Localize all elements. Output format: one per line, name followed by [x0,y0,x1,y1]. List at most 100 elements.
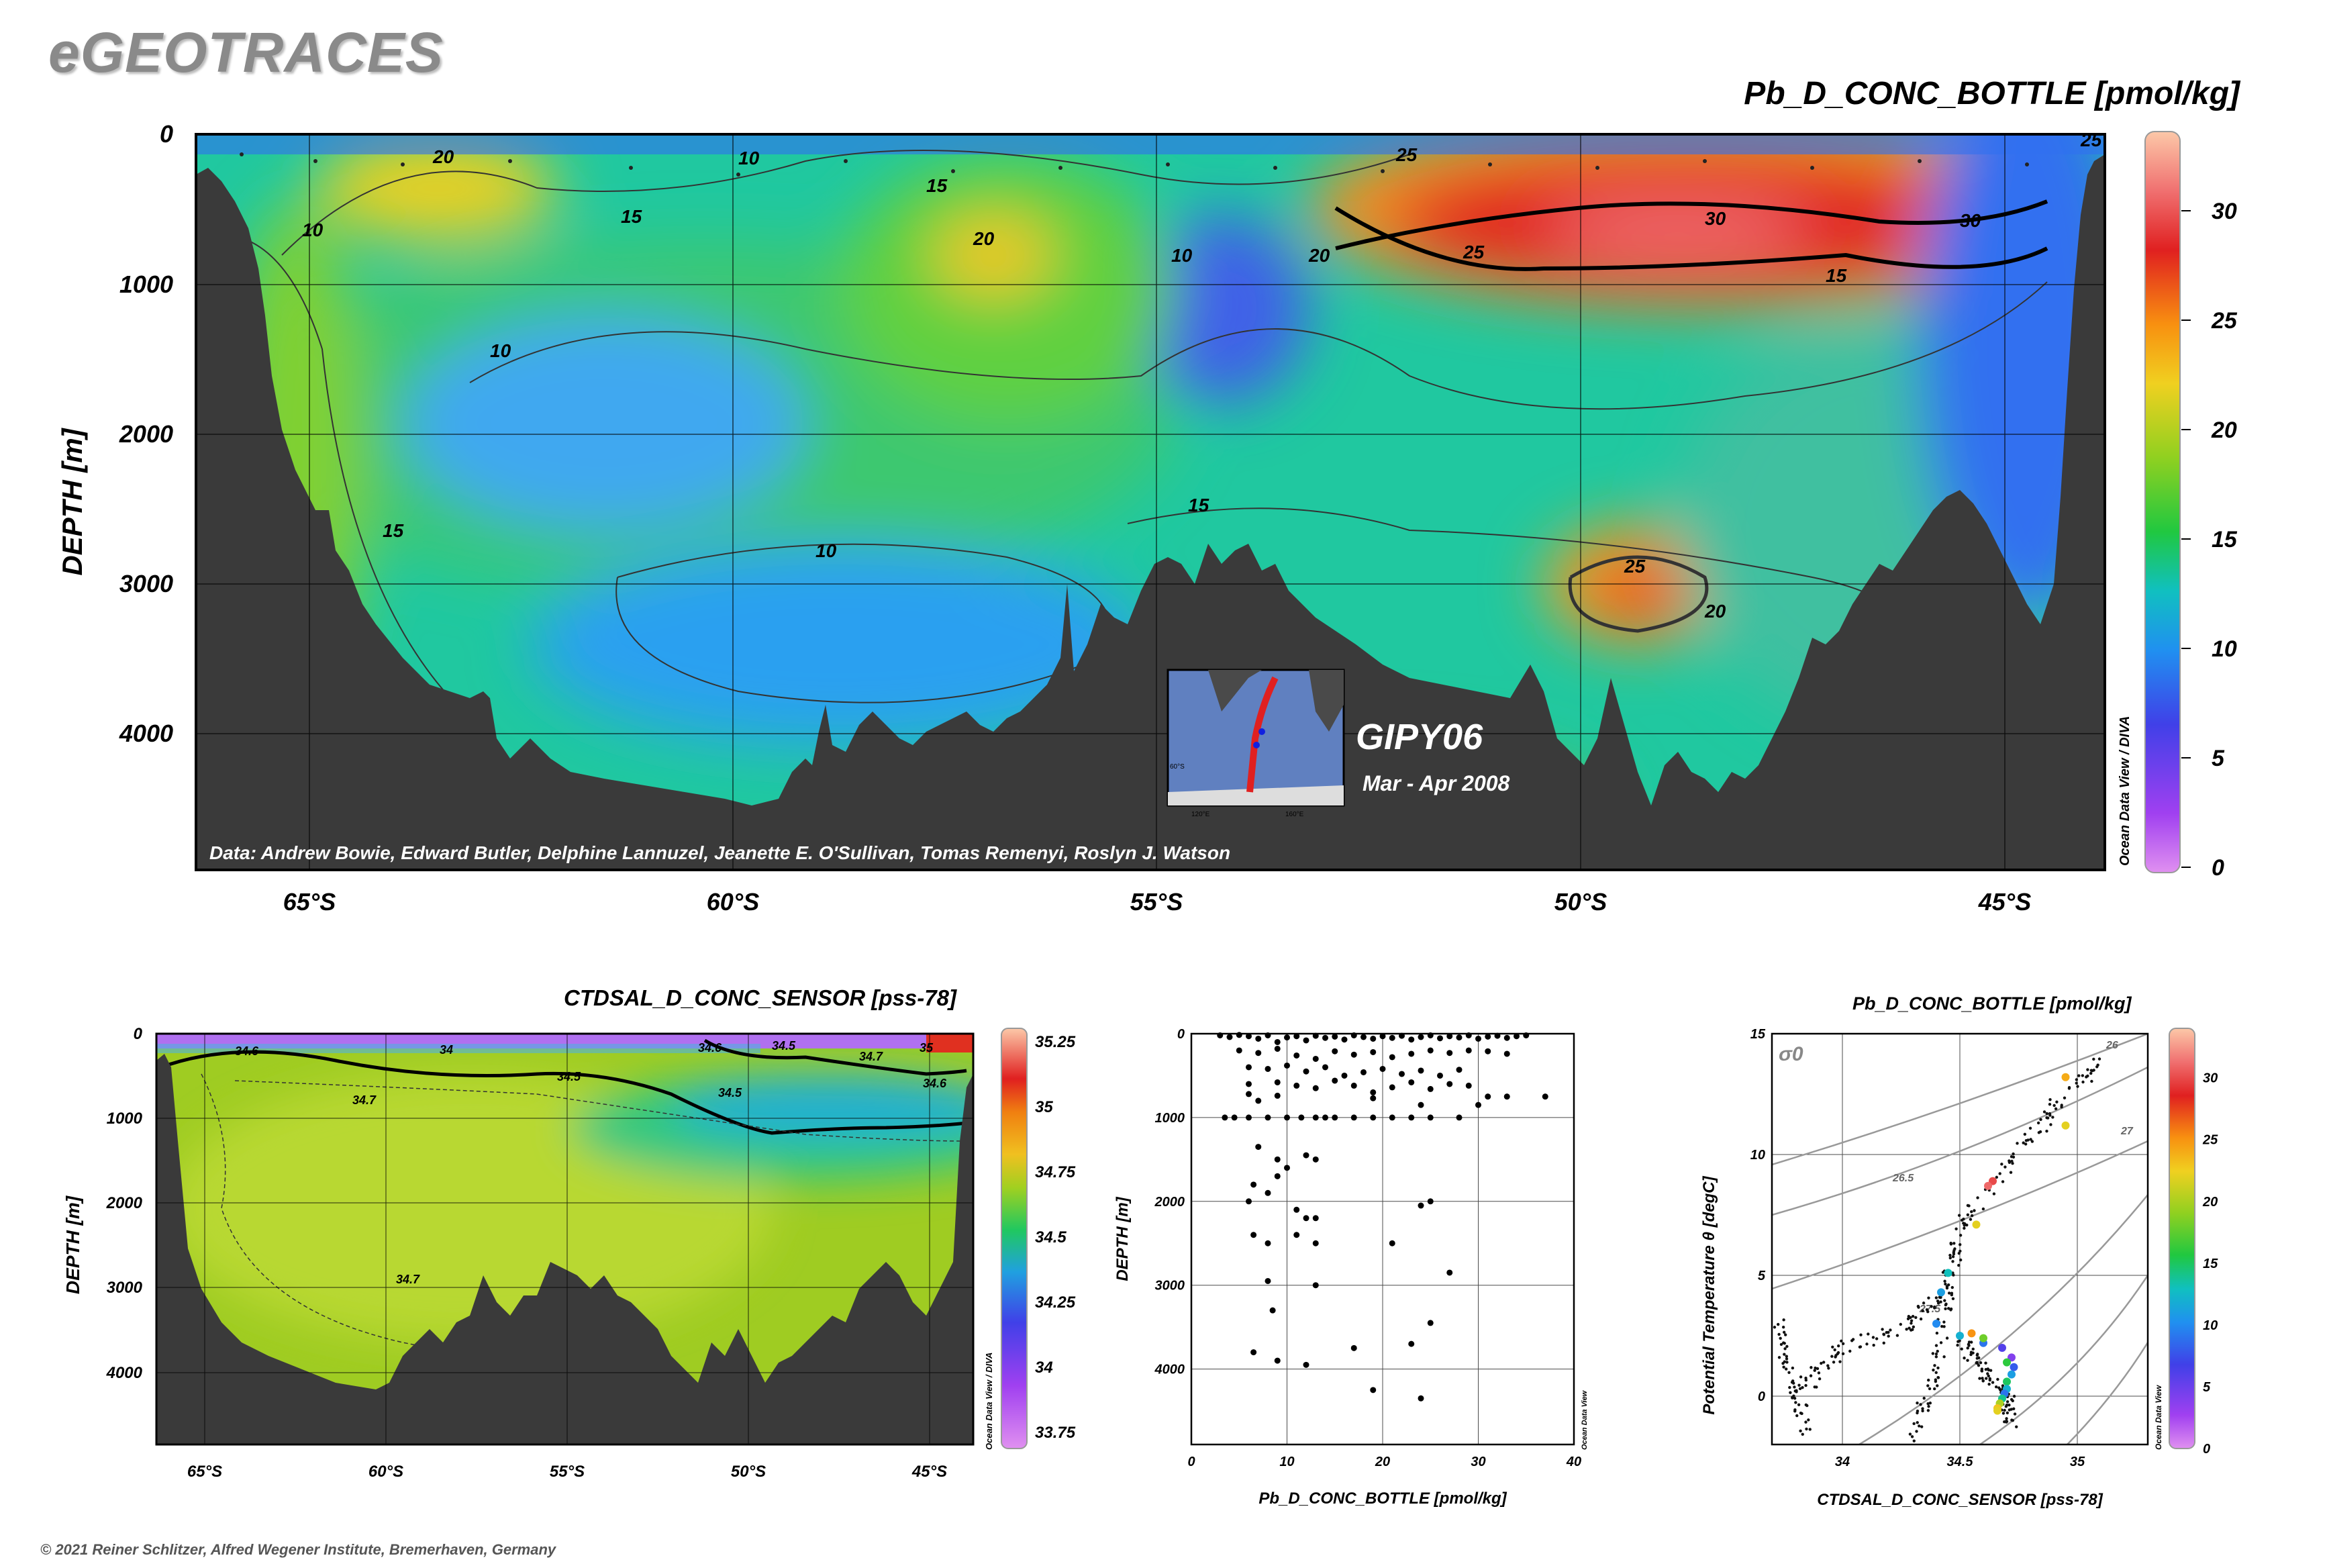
data-point [1952,1242,1956,1245]
data-point [1312,1055,1319,1062]
data-point [1820,1361,1823,1365]
data-point [1274,1173,1281,1179]
data-point [1912,1439,1916,1442]
data-point [1998,1344,2006,1352]
data-point [1836,1344,1840,1348]
inset-map: 60°S 120°E 160°E [1167,669,1345,818]
data-point [1976,1196,1979,1199]
colorbar-label: Ocean Data View / DIVA [984,1353,994,1450]
data-point [1779,1342,1783,1346]
data-point [1250,1181,1257,1188]
contour-label: 20 [432,146,454,167]
data-point [1446,1269,1453,1276]
salinity-colorbar [1001,1028,1028,1449]
data-point [2048,1112,2052,1116]
data-point [1236,1032,1242,1038]
data-point [2012,1407,2016,1411]
salinity-section-title: CTDSAL_D_CONC_SENSOR [pss-78] [564,985,956,1010]
data-point [2039,1118,2042,1122]
data-point [1389,1034,1395,1041]
data-point [1984,1377,1988,1380]
x-tick-label: 35 [2070,1455,2085,1469]
data-point [1303,1068,1309,1075]
colorbar-tick: 30 [2203,1071,2218,1086]
contour-label: 34.7 [396,1273,420,1286]
data-point [1475,1101,1481,1108]
data-point [1350,1051,1357,1058]
x-tick-label: 34 [1835,1455,1850,1469]
data-point [1912,1325,1916,1329]
main-section-plot: 10 20 15 10 15 20 10 25 20 25 30 30 15 1… [56,120,2238,916]
data-point [2036,1121,2040,1125]
data-point [1418,1101,1424,1108]
data-point [1979,1361,1983,1365]
data-point [1785,1355,1789,1358]
data-point [1836,1351,1840,1355]
data-point [1970,1214,1974,1218]
data-credit: Data: Andrew Bowie, Edward Butler, Delph… [209,842,1230,863]
data-point [1996,1377,1999,1381]
contour-label: 20 [973,228,995,249]
data-point [1915,1430,1918,1433]
contour-label: 15 [621,206,642,227]
cruise-label: GIPY06 [1356,717,1483,757]
data-point [2016,1142,2019,1145]
data-point [1975,1357,1979,1360]
data-point [1970,1210,1973,1214]
x-tick-label: 30 [1471,1455,1485,1469]
data-point [1793,1385,1796,1389]
data-point [1966,1213,1970,1217]
data-point [2075,1078,2079,1081]
y-tick-label: 5 [1758,1269,1766,1283]
data-point [1942,1320,1946,1324]
data-point [1919,1317,1923,1321]
data-point [1485,1048,1491,1055]
data-point [1809,1374,1813,1377]
data-point [1826,1364,1830,1367]
data-point [1994,1385,1998,1389]
data-point [1798,1387,1802,1391]
data-point [1931,1352,1935,1355]
data-point [1921,1407,1924,1410]
data-point [1908,1326,1911,1330]
data-point [1785,1367,1788,1371]
data-point [2008,1404,2011,1407]
data-point [1832,1361,1836,1364]
data-point [1389,1240,1395,1246]
data-point [1523,1032,1530,1038]
data-point [1783,1342,1786,1345]
data-point [1284,1114,1290,1121]
data-point [1293,1033,1300,1040]
data-point [1936,1349,1939,1353]
data-point [1799,1429,1802,1432]
y-axis-title: DEPTH [m] [1113,1196,1132,1281]
data-point [1934,1344,1938,1347]
data-point [1791,1381,1795,1385]
data-point [1783,1353,1786,1356]
data-point [2097,1057,2101,1061]
data-point [1981,1379,1985,1383]
data-point [1940,1324,1944,1328]
data-point [1274,1156,1281,1163]
data-point [1255,1097,1262,1104]
data-point [1312,1114,1319,1121]
data-point [1418,1067,1424,1074]
data-point [1418,1202,1424,1209]
y-tick-label: 2000 [119,420,173,448]
data-point [2003,1377,2011,1386]
data-point [1370,1095,1377,1101]
data-point [1783,1347,1787,1351]
data-point [2086,1068,2089,1071]
y-tick-label: 4000 [106,1364,143,1382]
data-point [1984,1181,1992,1190]
data-point [1265,1240,1271,1246]
data-point [1859,1333,1863,1336]
data-point [1927,1405,1930,1408]
data-point [1465,1082,1472,1089]
data-point [2008,1159,2011,1163]
data-point [1956,1343,1959,1347]
data-point [1850,1339,1854,1342]
data-point [1456,1114,1463,1121]
data-point [1934,1378,1938,1381]
data-point [1794,1401,1797,1404]
